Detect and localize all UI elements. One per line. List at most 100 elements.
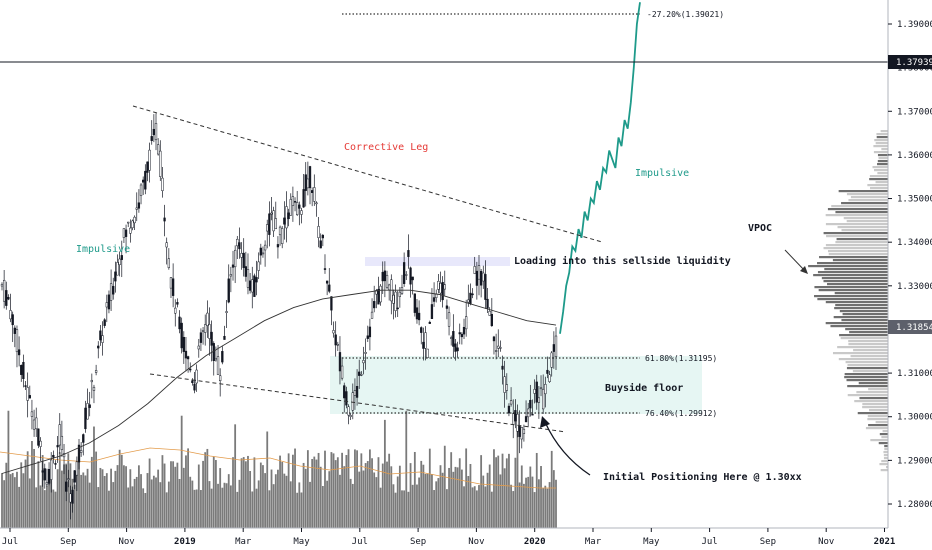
volume-bar <box>482 475 485 528</box>
candle-body <box>246 269 250 288</box>
volume-bar <box>446 489 448 528</box>
volume-bar <box>403 490 406 528</box>
candle-body <box>261 252 265 255</box>
volume-bar <box>236 491 239 528</box>
volume-bar <box>354 449 356 528</box>
volume-bar <box>523 483 525 528</box>
volume-bar <box>144 492 147 528</box>
candle-body <box>116 262 119 276</box>
volume-bar <box>435 481 438 528</box>
fib-76-label: 76.40%(1.29912) <box>645 409 717 418</box>
candle-body <box>347 406 350 416</box>
candle-body <box>20 365 23 375</box>
candle-body <box>293 201 297 203</box>
candle-body <box>131 220 134 229</box>
candle-body <box>240 253 243 258</box>
price-axis[interactable] <box>888 0 932 528</box>
volume-bar <box>450 452 453 528</box>
volume-profile-bar <box>817 271 888 274</box>
volume-bar <box>321 486 324 528</box>
volume-bar <box>392 484 395 528</box>
volume-bar <box>287 453 290 528</box>
volume-bar <box>46 485 48 528</box>
candle-body <box>445 305 449 309</box>
volume-bar <box>386 461 388 528</box>
volume-bar <box>114 470 117 528</box>
upper-trendline <box>132 105 603 243</box>
candle-body <box>197 345 200 350</box>
candle-body <box>499 347 502 349</box>
candle-body <box>122 228 126 238</box>
candle-body <box>334 334 337 346</box>
impulsive-left-label: Impulsive <box>76 244 130 255</box>
volume-bar <box>377 457 380 528</box>
volume-bar <box>460 469 463 528</box>
volume-profile-bar <box>867 418 888 421</box>
volume-profile-bar <box>823 247 888 250</box>
candle-body <box>144 170 147 190</box>
candle-body <box>174 307 177 314</box>
volume-bar <box>174 466 177 528</box>
candle-body <box>492 336 496 342</box>
time-axis[interactable] <box>0 528 932 550</box>
volume-bar <box>120 454 123 528</box>
volume-bar <box>251 491 254 528</box>
candle-body <box>537 397 541 403</box>
volume-profile-bar <box>850 355 888 358</box>
volume-bar <box>433 490 435 528</box>
volume-bar <box>298 482 301 528</box>
volume-bar <box>469 463 472 528</box>
candle-body <box>340 365 344 379</box>
candle-body <box>244 266 247 277</box>
volume-bar <box>518 482 521 528</box>
price-label-131854: 1.31854 <box>896 323 932 333</box>
candle-body <box>509 400 513 405</box>
price-tick-label: 1.35000 <box>897 195 932 205</box>
candle-body <box>124 229 128 237</box>
candle-body <box>362 360 365 364</box>
volume-bar <box>484 486 487 528</box>
candle-body <box>373 301 376 309</box>
volume-profile-bar <box>836 238 888 241</box>
volume-bar <box>84 475 87 528</box>
candle-body <box>159 150 162 177</box>
volume-bar <box>529 466 532 528</box>
price-label-137939-bg <box>888 55 932 69</box>
time-tick-label: Mar <box>585 537 602 547</box>
candle-body <box>308 166 312 189</box>
volume-profile-bar <box>808 265 888 268</box>
candle-body <box>494 350 498 352</box>
volume-bar <box>390 466 393 528</box>
volume-profile-bar <box>817 262 888 265</box>
price-label-137939: 1.37939 <box>896 58 932 68</box>
time-tick-label: Sep <box>760 537 776 547</box>
volume-bar <box>499 474 502 528</box>
volume-bar <box>26 451 29 528</box>
volume-bar <box>78 452 80 528</box>
volume-profile-bar <box>882 430 888 433</box>
candle-body <box>475 270 479 286</box>
volume-profile-bar <box>858 382 888 385</box>
candle-body <box>15 329 19 353</box>
volume-bar <box>383 419 386 528</box>
candle-body <box>332 330 335 334</box>
candle-body <box>407 250 410 257</box>
candle-body <box>552 344 556 352</box>
initial-positioning-arrow-head <box>540 416 550 428</box>
candle-body <box>524 416 528 423</box>
candle-body <box>325 280 329 284</box>
candle-body <box>204 324 207 333</box>
volume-bar <box>142 488 145 528</box>
candle-body <box>546 369 549 374</box>
volume-bar <box>309 481 311 528</box>
volume-bar <box>330 452 333 528</box>
candle-body <box>411 276 414 281</box>
volume-bar <box>306 450 309 528</box>
volume-bar <box>409 463 412 528</box>
volume-bar <box>140 474 142 528</box>
candle-body <box>161 177 164 191</box>
volume-bar <box>234 424 237 528</box>
buyside-floor-zone <box>330 356 702 414</box>
candle-body <box>302 189 305 208</box>
